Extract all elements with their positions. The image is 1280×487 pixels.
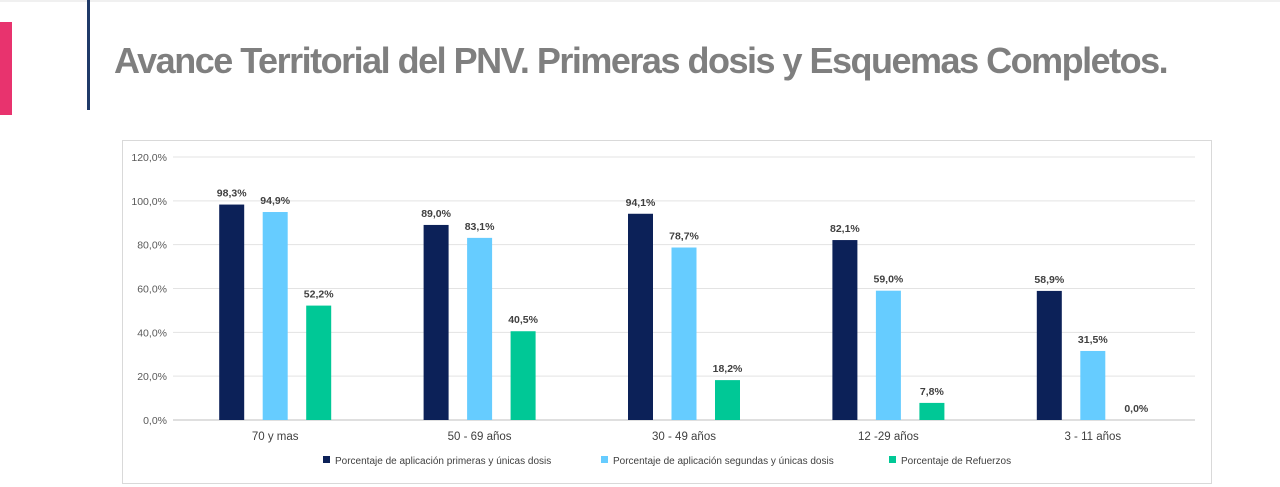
legend-swatch [601,456,608,463]
data-label: 18,2% [713,363,743,375]
legend-swatch [889,456,896,463]
data-label: 7,8% [920,386,945,398]
data-label: 31,5% [1078,334,1108,346]
y-tick-label: 80,0% [137,240,167,252]
bar [219,204,245,420]
data-label: 0,0% [1124,403,1149,415]
title-divider [87,0,90,110]
legend-label: Porcentaje de aplicación segundas y únic… [613,456,834,467]
data-label: 89,0% [421,208,451,220]
bar [1080,350,1106,420]
y-tick-label: 20,0% [137,371,167,383]
data-label: 58,9% [1034,274,1064,286]
data-label: 94,9% [260,195,290,207]
data-label: 83,1% [465,221,495,233]
bar [628,213,653,420]
bar [875,290,901,420]
legend-label: Porcentaje de Refuerzos [901,456,1011,467]
bar [423,224,449,420]
y-tick-label: 40,0% [137,327,167,339]
x-tick-label: 30 - 49 años [652,431,716,443]
data-label: 40,5% [508,314,538,326]
bar [467,237,493,420]
bar [715,380,740,420]
x-tick-label: 3 - 11 años [1064,431,1121,443]
bar [306,305,332,420]
x-tick-label: 12 -29 años [858,431,919,443]
data-label: 98,3% [217,188,247,200]
bar [919,402,945,420]
data-label: 78,7% [669,231,699,243]
y-tick-label: 100,0% [131,196,167,208]
x-tick-label: 50 - 69 años [448,431,512,443]
x-tick-label: 70 y mas [252,431,299,443]
bar-chart: 0,0% 20,0% 40,0% 60,0% 80,0% 100,0% 120,0% 98,3… [131,152,1195,467]
bar [262,212,288,420]
y-tick-label: 60,0% [137,284,167,296]
legend-swatch [323,456,330,463]
bar [1036,290,1062,420]
legend-label: Porcentaje de aplicación primeras y únic… [335,456,551,467]
data-label: 82,1% [830,223,860,235]
y-tick-label: 120,0% [131,152,167,164]
data-label: 94,1% [626,197,656,209]
y-tick-label: 0,0% [143,415,167,427]
slide-title: Avance Territorial del PNV. Primeras dos… [114,40,1169,81]
bar [671,247,697,420]
data-label: 52,2% [304,289,334,301]
bar [510,331,536,420]
accent-bar [0,22,12,115]
top-border-line [0,0,1280,2]
bar [832,240,858,420]
data-label: 59,0% [874,274,904,286]
chart-frame: 0,0% 20,0% 40,0% 60,0% 80,0% 100,0% 120,0% 98,3… [122,140,1212,484]
